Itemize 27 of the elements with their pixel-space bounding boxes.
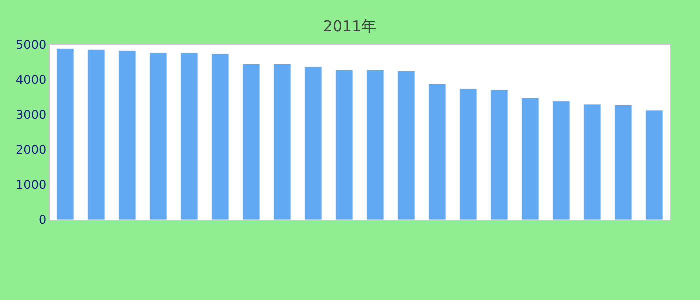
bar (150, 52, 168, 220)
y-tick-label: 4000 (16, 73, 47, 88)
y-tick-label: 3000 (16, 108, 47, 122)
bar (646, 110, 664, 220)
y-tick-label: 2000 (16, 143, 47, 158)
y-tick-label: 5000 (16, 38, 47, 52)
bar (522, 98, 540, 220)
bar (552, 101, 570, 220)
y-tick-label: 0 (38, 213, 47, 228)
bar (304, 66, 322, 220)
bar (614, 104, 632, 220)
bar (274, 64, 292, 220)
bar (366, 70, 384, 220)
y-tick-label: 1000 (16, 178, 47, 192)
bar (180, 52, 198, 220)
bar (212, 54, 230, 220)
bar (584, 104, 602, 220)
bar (336, 70, 354, 220)
bar (490, 90, 508, 220)
bar (428, 84, 446, 220)
bar (118, 50, 136, 220)
chart-title: 2011年 (323, 18, 377, 36)
bar (398, 71, 416, 220)
bar (88, 50, 106, 220)
bar (460, 88, 478, 220)
bar (242, 64, 260, 220)
bar (56, 48, 74, 220)
